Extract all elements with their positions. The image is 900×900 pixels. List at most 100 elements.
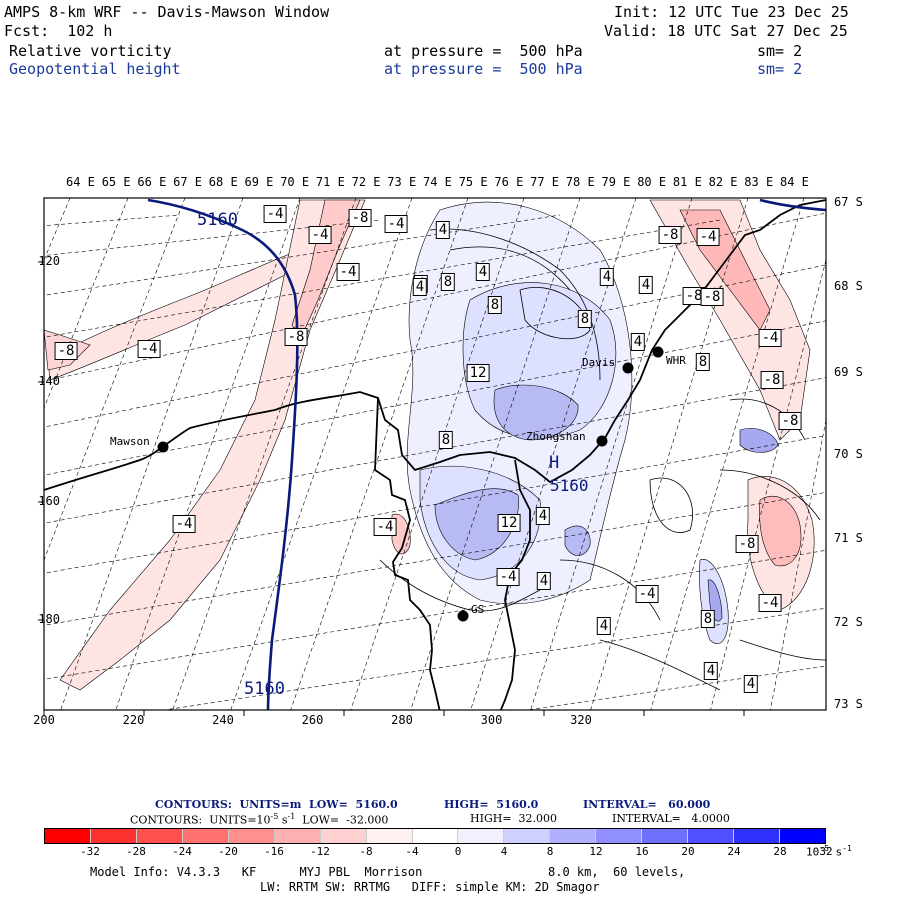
y-tick-label: 140: [38, 374, 60, 388]
longitude-label: 69 E: [244, 175, 274, 189]
longitude-label: 78 E: [565, 175, 595, 189]
station-label-zhongshan: Zhongshan: [526, 430, 586, 443]
field1-level: at pressure = 500 hPa: [384, 42, 583, 60]
latitude-label: 68 S: [834, 279, 863, 293]
vorticity-label-box: 4: [596, 617, 612, 635]
x-tick-label: 260: [301, 713, 324, 727]
colorbar-unit-tail: s: [828, 845, 843, 859]
vorticity-legend-low: LOW= -32.000: [295, 813, 389, 827]
vorticity-label-box: -4: [373, 518, 397, 536]
coastline: [44, 199, 826, 710]
colorbar-label: 8: [546, 845, 554, 858]
longitude-label: 75 E: [458, 175, 488, 189]
height-label-inline: 5160: [550, 476, 589, 495]
colorbar-label: -8: [359, 845, 373, 858]
vorticity-label-box: 8: [487, 296, 503, 314]
valid-time: Valid: 18 UTC Sat 27 Dec 25: [604, 22, 848, 40]
vorticity-label-box: 8: [577, 310, 593, 328]
longitude-label: 65 E: [101, 175, 131, 189]
graticule-lines: [44, 198, 826, 710]
colorbar-swatch: [366, 829, 413, 843]
longitude-label: 79 E: [601, 175, 631, 189]
height-legend-prefix: CONTOURS: UNITS=m LOW= 5160.0: [155, 798, 398, 811]
vorticity-label-box: -8: [54, 342, 78, 360]
colorbar-swatch: [550, 829, 597, 843]
latitude-label: 71 S: [834, 531, 863, 545]
longitude-label: 70 E: [280, 175, 310, 189]
colorbar-swatch: [90, 829, 137, 843]
longitude-label: 68 E: [208, 175, 238, 189]
x-tick-label: 240: [212, 713, 234, 727]
vorticity-label-box: -8: [778, 412, 802, 430]
vorticity-label-box: 4: [638, 276, 654, 294]
colorbar-swatch: [320, 829, 367, 843]
vorticity-label-box: -4: [696, 228, 720, 246]
y-tick-label: 160: [38, 494, 60, 508]
longitude-label: 64 E: [66, 175, 95, 189]
longitude-label: 72 E: [351, 175, 381, 189]
colorbar-label: -24: [172, 845, 192, 858]
field2-smoothing: sm= 2: [757, 60, 803, 78]
colorbar-unit-base: 10: [806, 845, 820, 859]
field1-smoothing: sm= 2: [757, 42, 803, 60]
latitude-label: 70 S: [834, 447, 863, 461]
colorbar-unit-exp: -5: [819, 844, 829, 853]
colorbar-label: 28: [773, 845, 787, 858]
colorbar-label: 24: [727, 845, 741, 858]
height-label-top: 5160: [197, 210, 238, 230]
colorbar-swatch: [734, 829, 780, 843]
vorticity-legend-high: HIGH= 32.000: [470, 812, 558, 825]
colorbar-label: -16: [264, 845, 284, 858]
high-pressure-marker: H: [549, 453, 560, 473]
colorbar-label: -12: [310, 845, 330, 858]
longitude-label: 80 E: [637, 175, 667, 189]
axis-ticks: [38, 261, 745, 716]
field1-name: Relative vorticity: [9, 42, 172, 60]
vorticity-label-box: 8: [440, 273, 456, 291]
grid-info: 8.0 km, 60 levels,: [548, 865, 686, 879]
station-label-mawson: Mawson: [110, 435, 150, 448]
vorticity-label-box: 8: [700, 610, 716, 628]
colorbar-label: 32: [819, 845, 833, 858]
colorbar-swatch: [642, 829, 689, 843]
vorticity-label-box: -4: [172, 515, 196, 533]
vorticity-legend-exp2: -1: [287, 812, 296, 821]
y-tick-label: 180: [38, 612, 60, 626]
x-tick-label: 300: [480, 713, 503, 727]
colorbar-swatch: [228, 829, 275, 843]
longitude-label: 77 E: [530, 175, 559, 189]
colorbar-swatch: [45, 829, 91, 843]
colorbar-label: 16: [635, 845, 649, 858]
vorticity-label-box: -4: [336, 263, 360, 281]
map-title: AMPS 8-km WRF -- Davis-Mawson Window: [4, 3, 330, 21]
x-tick-label: 200: [33, 713, 55, 727]
plot-frame: [43, 197, 827, 711]
vorticity-label-box: 4: [535, 507, 551, 525]
vorticity-label-box: -4: [758, 329, 782, 347]
vorticity-label-box: 4: [536, 572, 552, 590]
height-label-bottom: 5160: [244, 679, 285, 699]
colorbar-label: 4: [500, 845, 508, 858]
vorticity-label-box: -4: [263, 205, 287, 223]
latitude-label: 69 S: [834, 365, 863, 379]
x-tick-label: 280: [391, 713, 413, 727]
colorbar: [44, 828, 826, 844]
vorticity-legend-prefix: CONTOURS: UNITS=10-5 s-1 LOW= -32.000: [130, 813, 388, 826]
x-tick-label: 320: [570, 713, 592, 727]
y-tick-label: 120: [38, 254, 60, 268]
vorticity-label-box: -4: [308, 226, 332, 244]
vorticity-label-box: -8: [760, 371, 784, 389]
vorticity-label-box: -8: [700, 288, 724, 306]
colorbar-swatch: [182, 829, 229, 843]
longitude-label: 71 E: [315, 175, 345, 189]
field2-level: at pressure = 500 hPa: [384, 60, 583, 78]
station-label-gs: GS: [471, 603, 485, 616]
vorticity-label-box: -4: [758, 594, 782, 612]
colorbar-unit: 10-5 s-1: [806, 845, 852, 858]
forecast-hour: Fcst: 102 h: [4, 22, 113, 40]
longitude-label: 81 E: [672, 175, 702, 189]
latitude-label: 73 S: [834, 697, 863, 711]
vorticity-label-box: -4: [496, 568, 520, 586]
vorticity-label-box: -8: [682, 287, 706, 305]
